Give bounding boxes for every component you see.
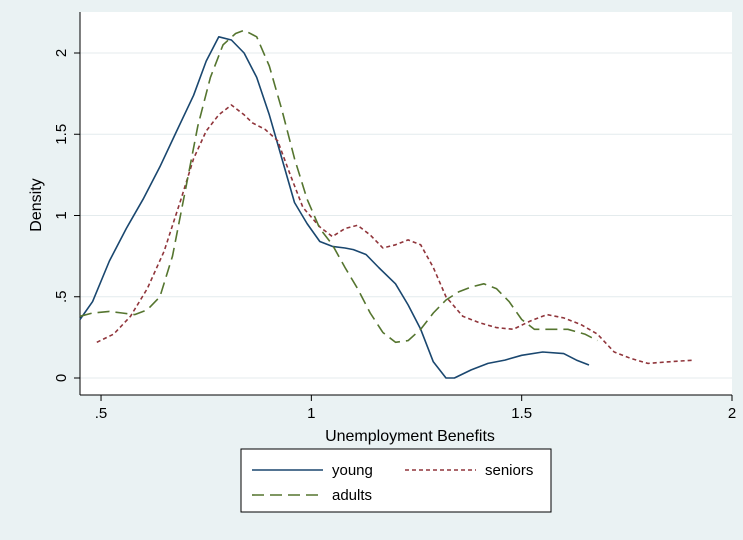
legend-label-young: young [332,462,373,479]
y-axis-label: Density [28,178,45,231]
y-tick-label: 1 [53,211,70,219]
legend-label-seniors: seniors [485,462,533,479]
plot-background [80,12,732,395]
x-tick-label: .5 [95,405,108,422]
series-line-young [79,35,590,379]
x-tick-label: 2 [728,405,736,422]
legend-label-adults: adults [332,487,372,504]
grid-lines [80,52,732,379]
y-tick-label: 1.5 [53,124,70,145]
x-tick-label: 1 [307,405,315,422]
y-tick-label: 0 [53,374,70,382]
series-line-adults [79,29,598,344]
x-tick-label: 1.5 [511,405,532,422]
y-tick-label: .5 [53,290,70,303]
x-axis-label: Unemployment Benefits [325,428,495,445]
legend-box [240,448,552,513]
series-line-seniors [96,104,695,365]
y-tick-label: 2 [53,49,70,57]
axes: 0 .5 1 1.5 2 .5 1 1.5 2 [53,12,736,422]
legend: young seniors adults [240,448,552,513]
series-layer [79,29,695,379]
